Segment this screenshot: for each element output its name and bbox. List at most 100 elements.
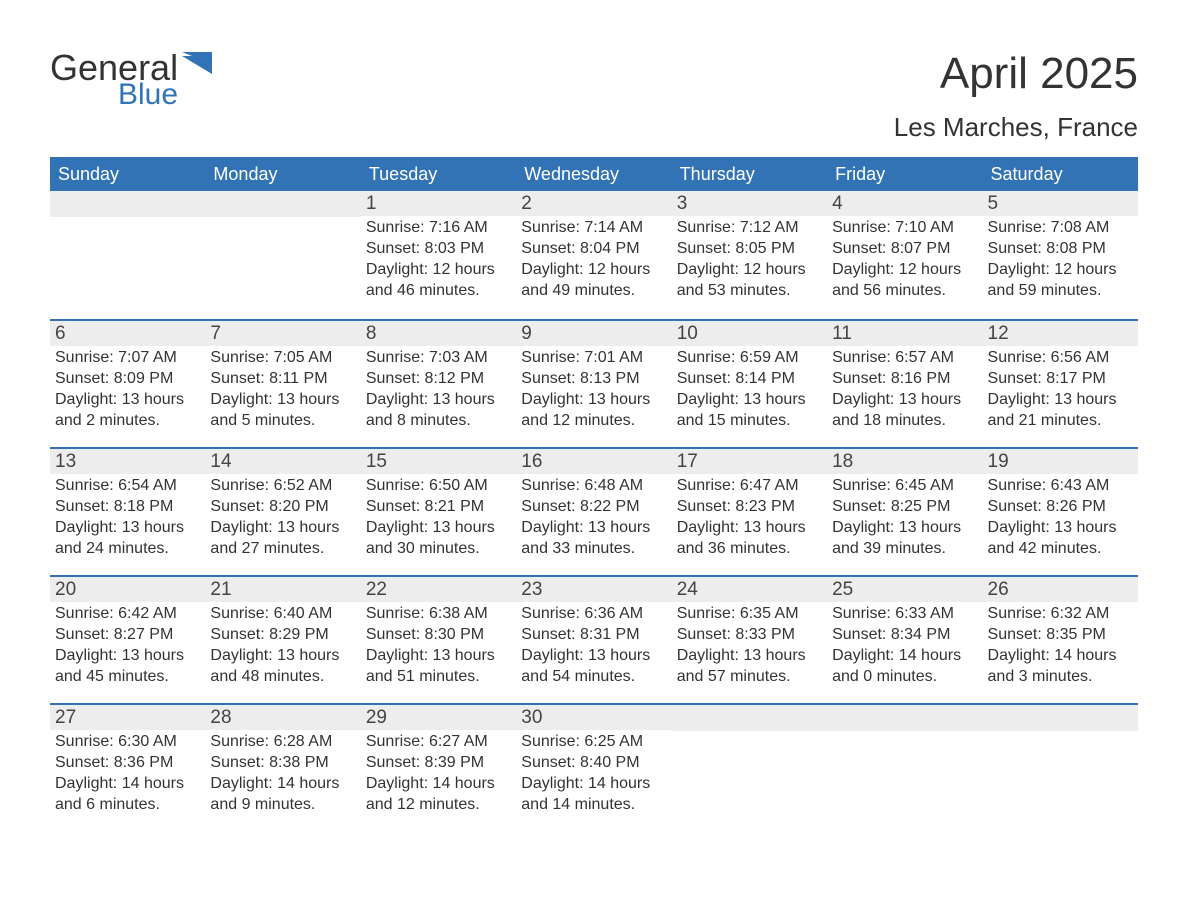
flag-icon <box>182 50 216 78</box>
sunrise-line: Sunrise: 6:57 AM <box>832 348 977 369</box>
daylight-line: Daylight: 13 hours and 57 minutes. <box>677 646 822 688</box>
day-body: Sunrise: 7:03 AMSunset: 8:12 PMDaylight:… <box>364 348 513 441</box>
day-body: Sunrise: 7:14 AMSunset: 8:04 PMDaylight:… <box>519 218 668 311</box>
day-cell: 27Sunrise: 6:30 AMSunset: 8:36 PMDayligh… <box>50 705 205 831</box>
daylight-line: Daylight: 13 hours and 15 minutes. <box>677 390 822 432</box>
sunrise-line: Sunrise: 7:01 AM <box>521 348 666 369</box>
daylight-line: Daylight: 13 hours and 51 minutes. <box>366 646 511 688</box>
day-body: Sunrise: 6:56 AMSunset: 8:17 PMDaylight:… <box>986 348 1135 441</box>
day-number: 24 <box>672 577 827 602</box>
sunrise-line: Sunrise: 6:48 AM <box>521 476 666 497</box>
daylight-line: Daylight: 14 hours and 0 minutes. <box>832 646 977 688</box>
day-number: 6 <box>50 321 205 346</box>
brand-word-2: Blue <box>118 80 178 110</box>
daylight-line: Daylight: 13 hours and 54 minutes. <box>521 646 666 688</box>
day-number: 30 <box>516 705 671 730</box>
day-body: Sunrise: 7:08 AMSunset: 8:08 PMDaylight:… <box>986 218 1135 311</box>
daylight-line: Daylight: 12 hours and 59 minutes. <box>988 260 1133 302</box>
day-number: 12 <box>983 321 1138 346</box>
sunset-line: Sunset: 8:04 PM <box>521 239 666 260</box>
day-cell: 2Sunrise: 7:14 AMSunset: 8:04 PMDaylight… <box>516 191 671 319</box>
day-number: 21 <box>205 577 360 602</box>
week-row: 6Sunrise: 7:07 AMSunset: 8:09 PMDaylight… <box>50 319 1138 447</box>
sunset-line: Sunset: 8:08 PM <box>988 239 1133 260</box>
day-number: 8 <box>361 321 516 346</box>
day-number: 27 <box>50 705 205 730</box>
empty-day-strip <box>205 191 360 217</box>
daylight-line: Daylight: 13 hours and 21 minutes. <box>988 390 1133 432</box>
daylight-line: Daylight: 14 hours and 14 minutes. <box>521 774 666 816</box>
day-cell: 18Sunrise: 6:45 AMSunset: 8:25 PMDayligh… <box>827 449 982 575</box>
sunset-line: Sunset: 8:38 PM <box>210 753 355 774</box>
day-cell <box>50 191 205 319</box>
day-body: Sunrise: 6:43 AMSunset: 8:26 PMDaylight:… <box>986 476 1135 569</box>
sunset-line: Sunset: 8:09 PM <box>55 369 200 390</box>
sunrise-line: Sunrise: 6:27 AM <box>366 732 511 753</box>
day-body: Sunrise: 6:47 AMSunset: 8:23 PMDaylight:… <box>675 476 824 569</box>
day-cell: 14Sunrise: 6:52 AMSunset: 8:20 PMDayligh… <box>205 449 360 575</box>
daylight-line: Daylight: 13 hours and 45 minutes. <box>55 646 200 688</box>
day-cell: 12Sunrise: 6:56 AMSunset: 8:17 PMDayligh… <box>983 321 1138 447</box>
day-body: Sunrise: 7:07 AMSunset: 8:09 PMDaylight:… <box>53 348 202 441</box>
day-header-row: Sunday Monday Tuesday Wednesday Thursday… <box>50 157 1138 191</box>
day-body: Sunrise: 6:40 AMSunset: 8:29 PMDaylight:… <box>208 604 357 697</box>
day-body: Sunrise: 6:36 AMSunset: 8:31 PMDaylight:… <box>519 604 668 697</box>
sunset-line: Sunset: 8:23 PM <box>677 497 822 518</box>
day-cell: 6Sunrise: 7:07 AMSunset: 8:09 PMDaylight… <box>50 321 205 447</box>
sunset-line: Sunset: 8:34 PM <box>832 625 977 646</box>
daylight-line: Daylight: 13 hours and 30 minutes. <box>366 518 511 560</box>
sunset-line: Sunset: 8:22 PM <box>521 497 666 518</box>
day-number: 25 <box>827 577 982 602</box>
empty-day-strip <box>672 705 827 731</box>
day-number: 7 <box>205 321 360 346</box>
day-number: 5 <box>983 191 1138 216</box>
day-number: 10 <box>672 321 827 346</box>
day-body: Sunrise: 6:30 AMSunset: 8:36 PMDaylight:… <box>53 732 202 825</box>
sunset-line: Sunset: 8:12 PM <box>366 369 511 390</box>
week-row: 1Sunrise: 7:16 AMSunset: 8:03 PMDaylight… <box>50 191 1138 319</box>
sunrise-line: Sunrise: 6:54 AM <box>55 476 200 497</box>
sunrise-line: Sunrise: 6:50 AM <box>366 476 511 497</box>
sunrise-line: Sunrise: 6:42 AM <box>55 604 200 625</box>
day-body: Sunrise: 6:45 AMSunset: 8:25 PMDaylight:… <box>830 476 979 569</box>
day-header-cell: Sunday <box>50 157 205 191</box>
day-cell <box>205 191 360 319</box>
day-number: 28 <box>205 705 360 730</box>
daylight-line: Daylight: 12 hours and 46 minutes. <box>366 260 511 302</box>
daylight-line: Daylight: 13 hours and 39 minutes. <box>832 518 977 560</box>
daylight-line: Daylight: 14 hours and 9 minutes. <box>210 774 355 816</box>
day-cell: 9Sunrise: 7:01 AMSunset: 8:13 PMDaylight… <box>516 321 671 447</box>
day-body: Sunrise: 6:48 AMSunset: 8:22 PMDaylight:… <box>519 476 668 569</box>
brand-logo: General Blue <box>50 50 216 110</box>
day-number: 18 <box>827 449 982 474</box>
daylight-line: Daylight: 14 hours and 12 minutes. <box>366 774 511 816</box>
sunset-line: Sunset: 8:03 PM <box>366 239 511 260</box>
day-cell: 17Sunrise: 6:47 AMSunset: 8:23 PMDayligh… <box>672 449 827 575</box>
day-body: Sunrise: 6:35 AMSunset: 8:33 PMDaylight:… <box>675 604 824 697</box>
day-number: 20 <box>50 577 205 602</box>
month-title: April 2025 <box>894 50 1138 98</box>
day-body: Sunrise: 6:32 AMSunset: 8:35 PMDaylight:… <box>986 604 1135 697</box>
day-number: 19 <box>983 449 1138 474</box>
day-body: Sunrise: 6:38 AMSunset: 8:30 PMDaylight:… <box>364 604 513 697</box>
sunset-line: Sunset: 8:40 PM <box>521 753 666 774</box>
sunrise-line: Sunrise: 6:32 AM <box>988 604 1133 625</box>
day-cell: 23Sunrise: 6:36 AMSunset: 8:31 PMDayligh… <box>516 577 671 703</box>
sunrise-line: Sunrise: 7:08 AM <box>988 218 1133 239</box>
sunrise-line: Sunrise: 6:56 AM <box>988 348 1133 369</box>
sunrise-line: Sunrise: 7:07 AM <box>55 348 200 369</box>
sunset-line: Sunset: 8:20 PM <box>210 497 355 518</box>
sunset-line: Sunset: 8:33 PM <box>677 625 822 646</box>
sunset-line: Sunset: 8:18 PM <box>55 497 200 518</box>
sunset-line: Sunset: 8:25 PM <box>832 497 977 518</box>
title-block: April 2025 Les Marches, France <box>894 50 1138 143</box>
day-body: Sunrise: 7:12 AMSunset: 8:05 PMDaylight:… <box>675 218 824 311</box>
day-cell: 30Sunrise: 6:25 AMSunset: 8:40 PMDayligh… <box>516 705 671 831</box>
daylight-line: Daylight: 13 hours and 42 minutes. <box>988 518 1133 560</box>
sunrise-line: Sunrise: 6:45 AM <box>832 476 977 497</box>
daylight-line: Daylight: 13 hours and 5 minutes. <box>210 390 355 432</box>
sunset-line: Sunset: 8:26 PM <box>988 497 1133 518</box>
sunrise-line: Sunrise: 6:40 AM <box>210 604 355 625</box>
day-cell: 15Sunrise: 6:50 AMSunset: 8:21 PMDayligh… <box>361 449 516 575</box>
sunrise-line: Sunrise: 6:30 AM <box>55 732 200 753</box>
